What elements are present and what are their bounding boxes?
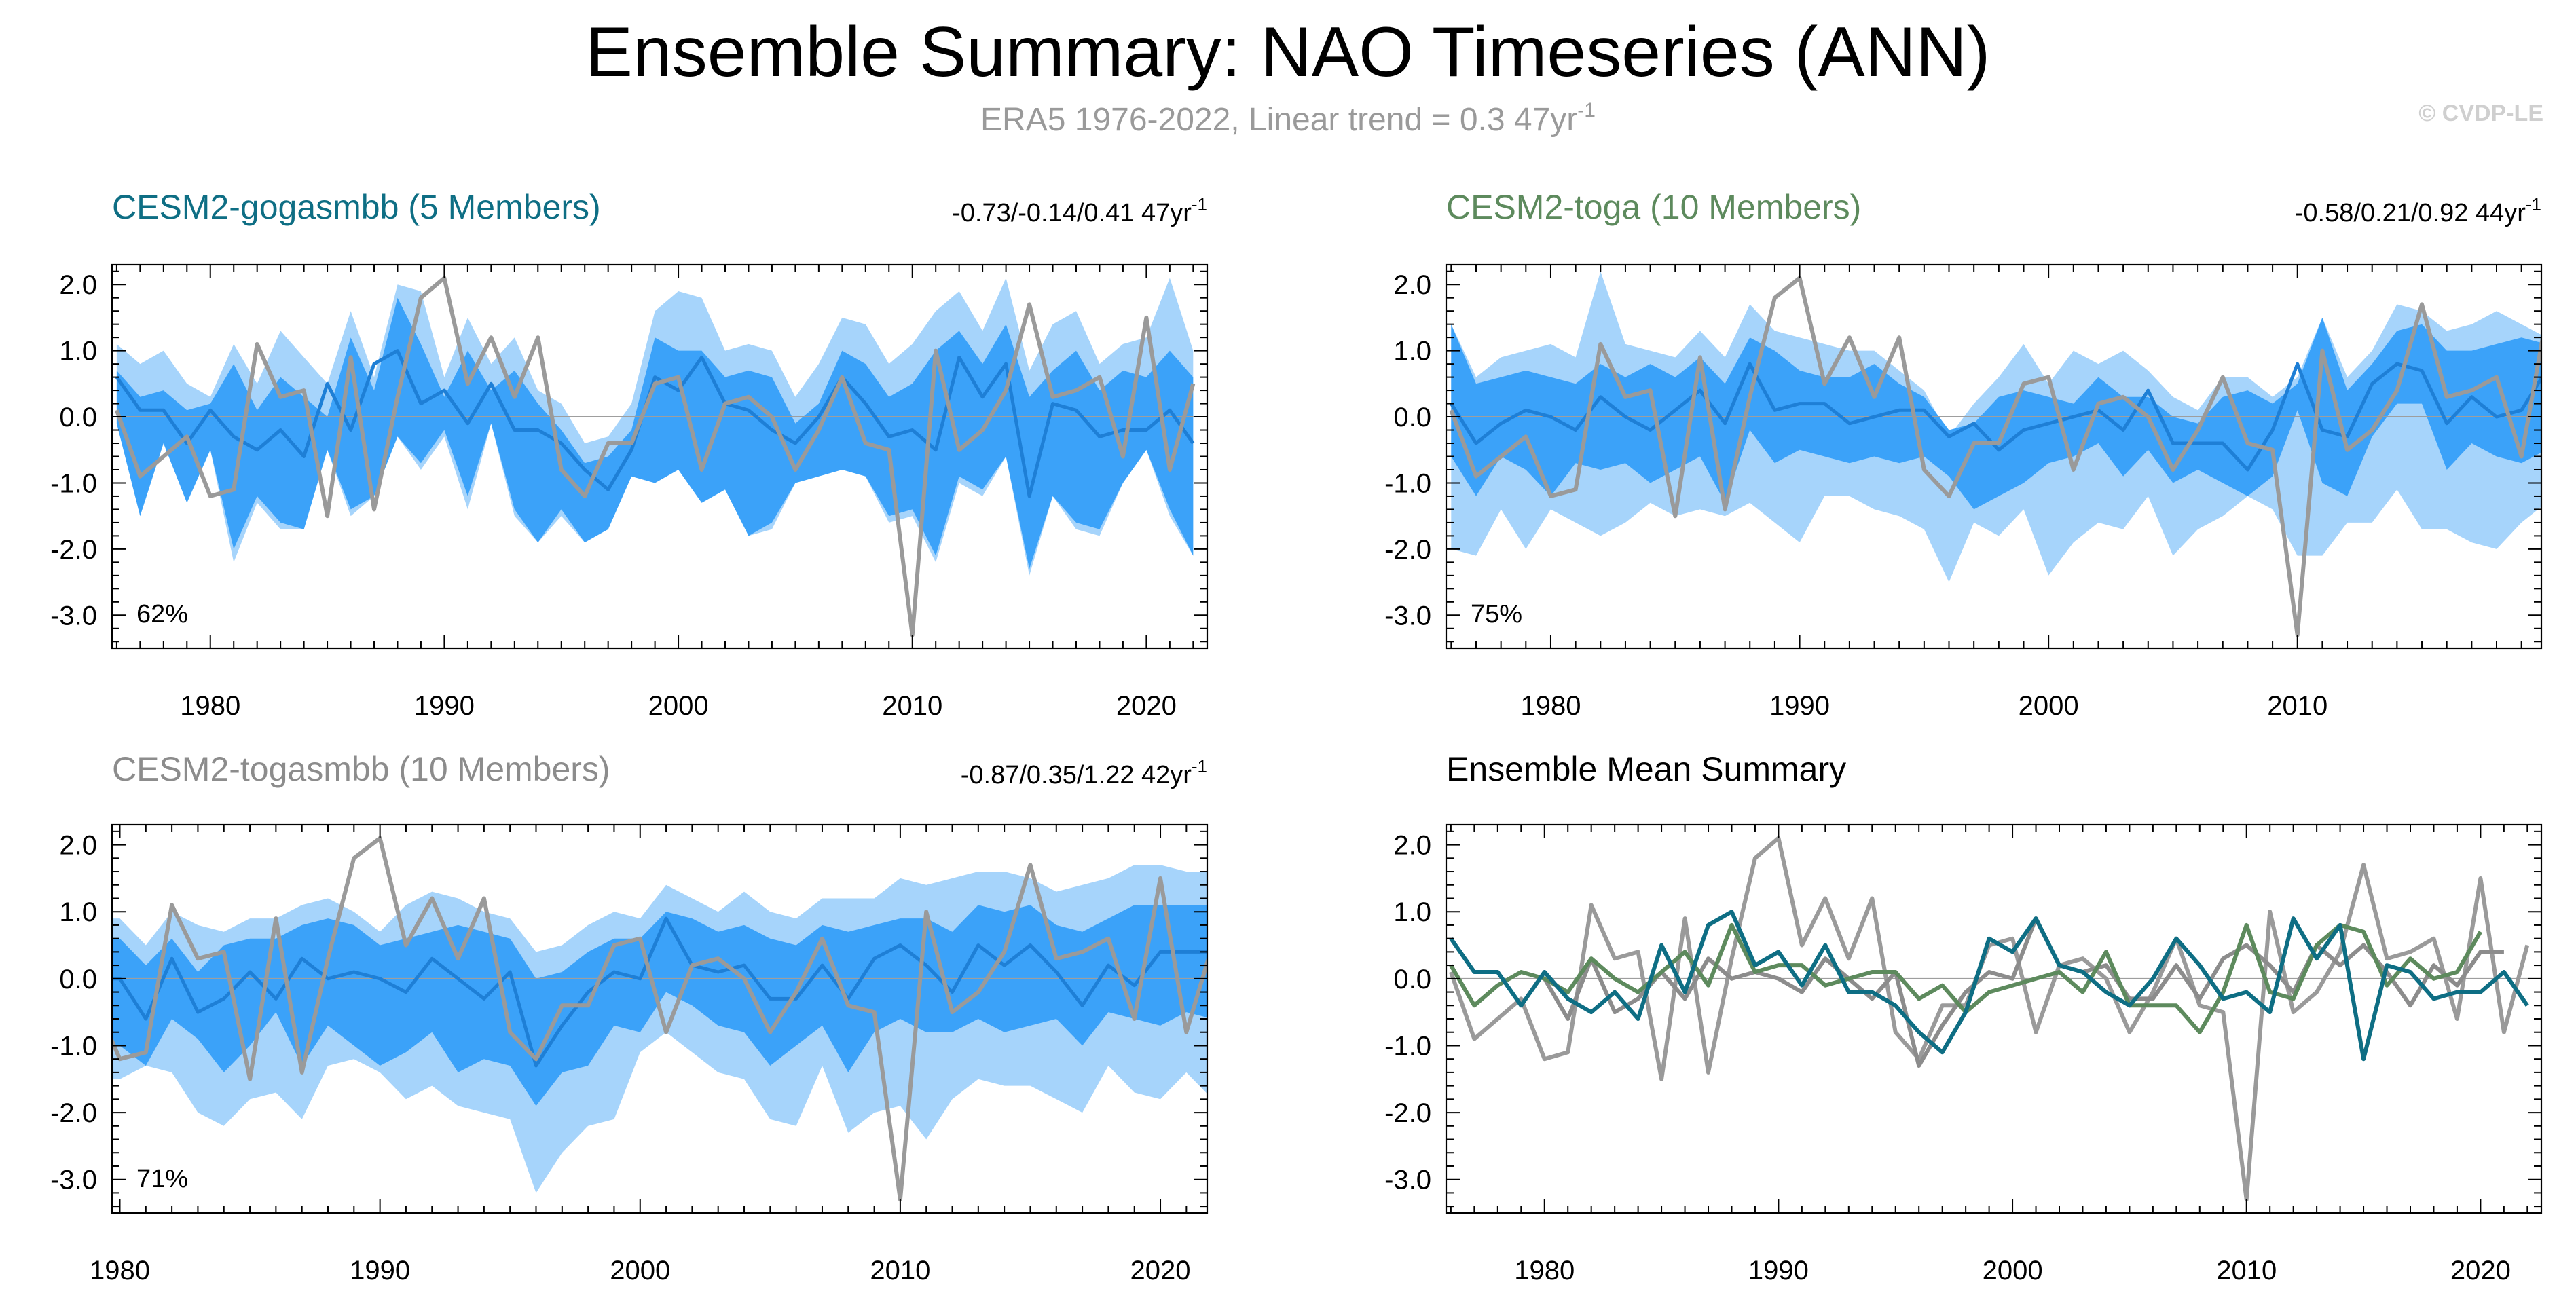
y-tick-label: -2.0	[50, 535, 97, 565]
panel-title: Ensemble Mean Summary	[1446, 750, 1846, 788]
x-tick-label: 1980	[1514, 1256, 1575, 1286]
y-tick-label: 0.0	[59, 965, 97, 994]
panel-stats: -0.58/0.21/0.92 44yr-1	[2295, 194, 2541, 227]
era5-line	[112, 836, 1207, 1202]
x-tick-label: 1980	[90, 1256, 150, 1286]
era5-line	[1449, 836, 2530, 1202]
band-inner	[1451, 317, 2541, 510]
panel-gogasmbb: CESM2-gogasmbb (5 Members) -0.73/-0.14/0.…	[50, 188, 1209, 721]
x-tick-label: 2020	[2450, 1256, 2511, 1286]
y-tick-label: 0.0	[1393, 965, 1431, 994]
panel-toga: CESM2-toga (10 Members) -0.58/0.21/0.92 4…	[1384, 188, 2543, 721]
y-tick-label: -3.0	[1384, 1165, 1431, 1195]
x-tick-label: 2020	[1130, 1256, 1191, 1286]
cesm2-gogasmbb-line	[1449, 910, 2529, 1062]
y-tick-label: -1.0	[50, 468, 97, 498]
y-tick-label: 2.0	[1393, 831, 1431, 861]
x-tick-label: 2000	[1983, 1256, 2043, 1286]
x-tick-label: 2000	[2019, 691, 2079, 721]
figure-subtitle: ERA5 1976-2022, Linear trend = 0.3 47yr-…	[980, 99, 1596, 138]
era5-line	[115, 276, 1196, 637]
x-tick-label: 1980	[180, 691, 240, 721]
panel-percent: 75%	[1471, 600, 1522, 629]
y-tick-label: 1.0	[1393, 897, 1431, 927]
y-tick-label: -1.0	[1384, 1031, 1431, 1061]
era5-line	[1449, 276, 2541, 637]
x-tick-label: 2020	[1116, 691, 1177, 721]
panel-stats: -0.73/-0.14/0.41 47yr-1	[952, 194, 1207, 227]
panel-percent: 62%	[136, 600, 188, 629]
panel-title: CESM2-gogasmbb (5 Members)	[112, 188, 601, 226]
panel-ensemble-mean-summary: Ensemble Mean Summary 2.0 1.0 0.0 -1.0 -2.0 -3…	[1384, 750, 2543, 1286]
figure-title: Ensemble Summary: NAO Timeseries (ANN)	[586, 13, 1991, 92]
panel-stats-exponent: -1	[1192, 756, 1207, 777]
plot-area	[112, 836, 1207, 1202]
panel-title: CESM2-toga (10 Members)	[1446, 188, 1861, 226]
figure-subtitle-exponent: -1	[1577, 99, 1596, 122]
panel-stats-text: -0.73/-0.14/0.41 47yr	[952, 199, 1192, 227]
y-tick-label: -2.0	[1384, 535, 1431, 565]
panel-stats-exponent: -1	[1192, 194, 1207, 214]
y-tick-label: -2.0	[1384, 1098, 1431, 1128]
x-tick-label: 1990	[414, 691, 475, 721]
x-tick-label: 2000	[610, 1256, 670, 1286]
y-tick-label: 1.0	[59, 337, 97, 367]
panel-stats-text: -0.87/0.35/1.22 42yr	[961, 761, 1192, 789]
y-tick-label: -3.0	[50, 601, 97, 631]
y-tick-label: 1.0	[59, 897, 97, 927]
y-tick-label: -1.0	[50, 1031, 97, 1061]
y-tick-label: -3.0	[1384, 601, 1431, 631]
y-tick-label: 2.0	[59, 270, 97, 300]
x-tick-label: 1980	[1520, 691, 1581, 721]
cesm2-togasmbb-line	[1543, 916, 2504, 1068]
x-tick-label: 1990	[350, 1256, 410, 1286]
x-tick-label: 2000	[648, 691, 709, 721]
plot-area	[1446, 271, 2541, 637]
x-tick-label: 2010	[2267, 691, 2327, 721]
y-tick-label: 1.0	[1393, 337, 1431, 367]
y-tick-label: 2.0	[1393, 270, 1431, 300]
band-inner	[112, 905, 1207, 1106]
y-tick-label: -2.0	[50, 1098, 97, 1128]
x-tick-label: 1990	[1769, 691, 1830, 721]
figure-subtitle-text: ERA5 1976-2022, Linear trend = 0.3 47yr	[980, 102, 1577, 138]
y-tick-label: 0.0	[1393, 403, 1431, 432]
ensemble-mean-line	[112, 916, 1207, 1068]
x-tick-label: 2010	[2216, 1256, 2277, 1286]
plot-frame	[1445, 823, 2543, 1214]
y-tick-label: -1.0	[1384, 468, 1431, 498]
panel-stats: -0.87/0.35/1.22 42yr-1	[961, 756, 1207, 789]
panel-stats-exponent: -1	[2526, 194, 2541, 214]
plot-area	[1446, 836, 2541, 1202]
plot-area	[112, 276, 1207, 637]
copyright-text: © CVDP-LE	[2418, 100, 2543, 126]
panel-stats-text: -0.58/0.21/0.92 44yr	[2295, 199, 2526, 227]
panel-percent: 71%	[136, 1165, 188, 1193]
x-tick-label: 1990	[1748, 1256, 1809, 1286]
y-tick-label: 0.0	[59, 403, 97, 432]
panel-title: CESM2-togasmbb (10 Members)	[112, 750, 610, 788]
ensemble-mean-line	[115, 349, 1195, 498]
y-tick-label: 2.0	[59, 831, 97, 861]
x-tick-label: 2010	[870, 1256, 930, 1286]
y-tick-label: -3.0	[50, 1165, 97, 1195]
x-tick-label: 2010	[882, 691, 942, 721]
panel-togasmbb: CESM2-togasmbb (10 Members) -0.87/0.35/1.…	[50, 750, 1209, 1286]
